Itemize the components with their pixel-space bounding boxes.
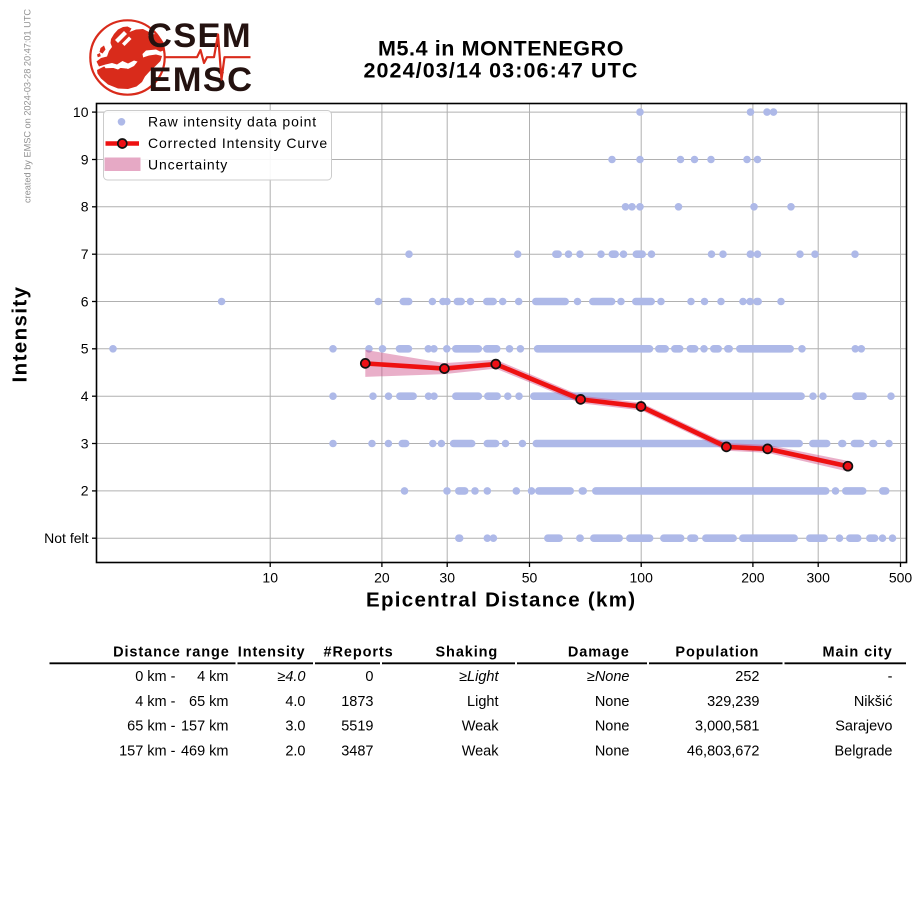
svg-text:8: 8	[81, 199, 89, 215]
svg-text:3487: 3487	[341, 743, 373, 759]
svg-text:4 km -: 4 km -	[135, 694, 175, 710]
svg-text:CSEM: CSEM	[147, 17, 252, 55]
svg-text:157 km -: 157 km -	[119, 743, 176, 759]
svg-text:10: 10	[262, 570, 278, 586]
svg-text:4.0: 4.0	[285, 694, 305, 710]
svg-text:0 km -: 0 km -	[135, 669, 175, 685]
svg-text:2024/03/14 03:06:47 UTC: 2024/03/14 03:06:47 UTC	[363, 59, 638, 83]
svg-text:300: 300	[807, 570, 831, 586]
svg-text:329,239: 329,239	[707, 694, 759, 710]
svg-text:M5.4 in MONTENEGRO: M5.4 in MONTENEGRO	[378, 37, 624, 61]
svg-text:≥Light: ≥Light	[459, 669, 499, 685]
svg-text:469 km: 469 km	[181, 743, 229, 759]
svg-text:157 km: 157 km	[181, 719, 229, 735]
svg-text:5: 5	[81, 341, 89, 357]
svg-text:EMSC: EMSC	[149, 61, 254, 99]
svg-text:Weak: Weak	[462, 719, 500, 735]
svg-text:3,000,581: 3,000,581	[695, 719, 760, 735]
svg-text:Corrected Intensity Curve: Corrected Intensity Curve	[148, 135, 328, 151]
svg-text:Nikšić: Nikšić	[854, 694, 893, 710]
svg-text:Raw intensity data point: Raw intensity data point	[148, 114, 317, 130]
svg-text:252: 252	[735, 669, 759, 685]
svg-text:200: 200	[741, 570, 765, 586]
svg-text:created by EMSC on 2024-03-28: created by EMSC on 2024-03-28 20:47:01 U…	[22, 9, 32, 203]
svg-text:46,803,672: 46,803,672	[687, 743, 760, 759]
svg-text:None: None	[595, 719, 630, 735]
svg-text:3: 3	[81, 435, 89, 451]
svg-text:4: 4	[81, 388, 89, 404]
svg-text:Not felt: Not felt	[44, 530, 88, 546]
svg-text:None: None	[595, 743, 630, 759]
svg-text:Light: Light	[467, 694, 498, 710]
svg-text:50: 50	[522, 570, 538, 586]
svg-text:0: 0	[365, 669, 373, 685]
svg-text:Sarajevo: Sarajevo	[835, 719, 892, 735]
svg-text:5519: 5519	[341, 719, 373, 735]
svg-text:1873: 1873	[341, 694, 373, 710]
svg-text:≥None: ≥None	[587, 669, 630, 685]
svg-text:2.0: 2.0	[285, 743, 305, 759]
svg-text:20: 20	[374, 570, 390, 586]
svg-text:Main city: Main city	[823, 645, 893, 661]
svg-text:Shaking: Shaking	[435, 645, 498, 661]
svg-text:Distance range: Distance range	[113, 645, 230, 661]
svg-text:6: 6	[81, 293, 89, 309]
svg-text:Population: Population	[675, 645, 759, 661]
svg-text:65 km -: 65 km -	[127, 719, 176, 735]
svg-text:-: -	[888, 669, 893, 685]
svg-text:Intensity: Intensity	[238, 645, 306, 661]
svg-text:7: 7	[81, 246, 89, 262]
svg-text:None: None	[595, 694, 630, 710]
svg-text:9: 9	[81, 151, 89, 167]
svg-text:30: 30	[439, 570, 455, 586]
svg-text:#Reports: #Reports	[324, 645, 394, 661]
svg-text:Epicentral Distance (km): Epicentral Distance (km)	[366, 589, 636, 612]
svg-text:Uncertainty: Uncertainty	[148, 157, 228, 173]
svg-text:2: 2	[81, 483, 89, 499]
svg-text:3.0: 3.0	[285, 719, 305, 735]
svg-text:4 km: 4 km	[197, 669, 228, 685]
svg-text:65 km: 65 km	[189, 694, 229, 710]
svg-text:100: 100	[630, 570, 654, 586]
svg-text:500: 500	[889, 570, 913, 586]
svg-text:Weak: Weak	[462, 743, 500, 759]
svg-text:Belgrade: Belgrade	[834, 743, 892, 759]
svg-text:Intensity: Intensity	[9, 286, 32, 383]
svg-text:≥4.0: ≥4.0	[277, 669, 305, 685]
svg-text:10: 10	[73, 104, 89, 120]
svg-text:Damage: Damage	[568, 645, 630, 661]
